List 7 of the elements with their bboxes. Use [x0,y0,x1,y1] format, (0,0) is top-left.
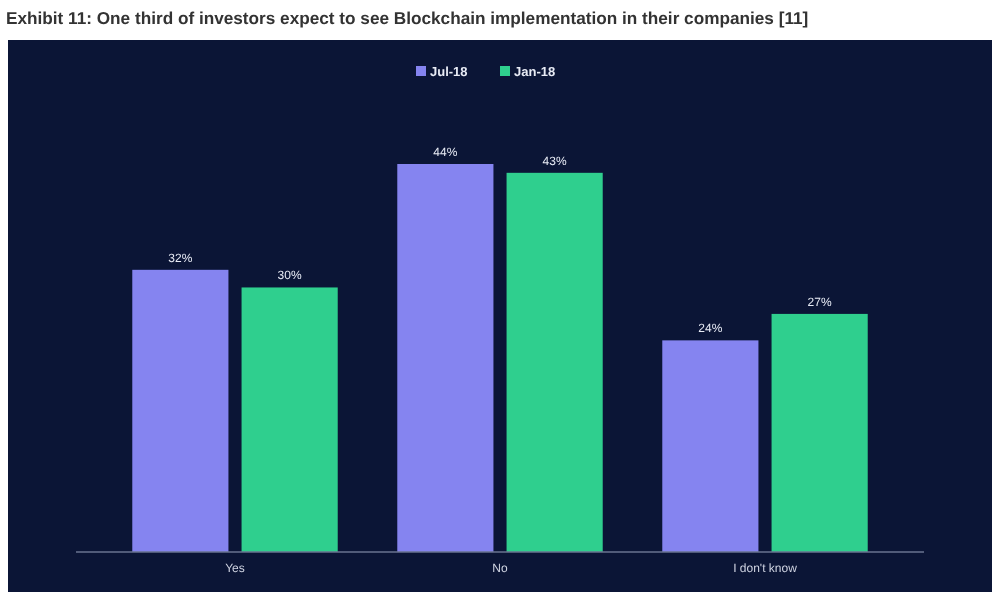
bar [662,340,759,552]
bar [397,164,494,552]
chart-title: Exhibit 11: One third of investors expect to see Blockchain implementation in their companies [11] [6,8,809,28]
bar [506,172,603,552]
bar [132,269,229,552]
bar [241,287,338,552]
bar [771,313,868,552]
